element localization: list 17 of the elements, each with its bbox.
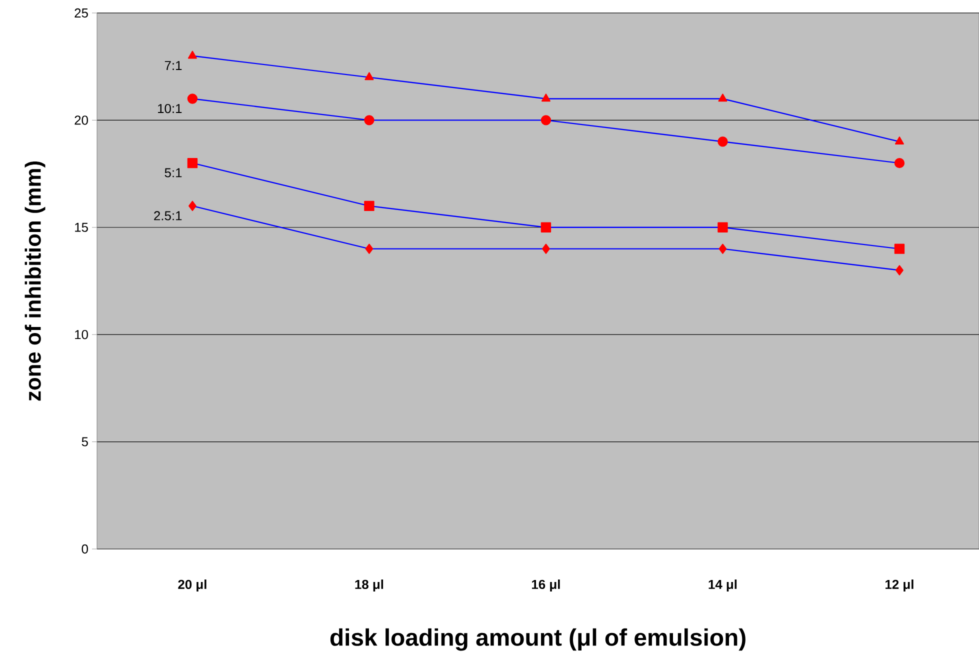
y-axis-title: zone of inhibition (mm) <box>24 162 46 401</box>
x-tick-label: 12 μl <box>886 580 914 592</box>
x-tick-label: 16 μl <box>532 580 560 592</box>
x-axis-title: disk loading amount (μl of emulsion) <box>330 628 746 651</box>
y-tick-label: 25 <box>74 8 88 18</box>
y-tick-label: 0 <box>82 544 88 554</box>
y-tick-label: 5 <box>82 437 88 446</box>
y-tick-label: 10 <box>75 330 88 340</box>
series-label: 2.5:1 <box>154 211 182 220</box>
y-tick-label: 15 <box>75 222 88 232</box>
x-tick-label: 20 μl <box>178 580 206 592</box>
y-tick-label: 20 <box>74 116 88 125</box>
x-tick-label: 18 μl <box>355 580 384 592</box>
x-tick-label: 14 μl <box>708 580 737 592</box>
series-label: 5:1 <box>164 168 182 178</box>
series-label: 10:1 <box>158 104 182 114</box>
series-label: 7:1 <box>164 61 182 70</box>
